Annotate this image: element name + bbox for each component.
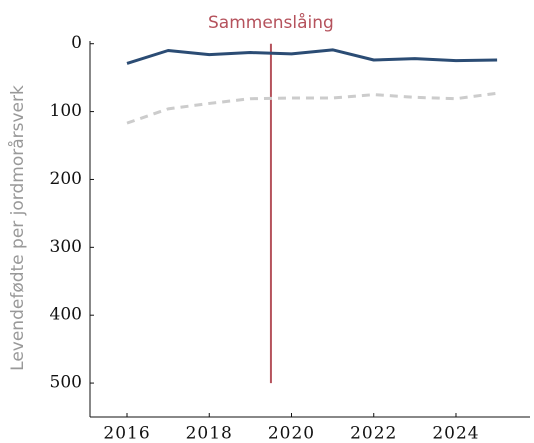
- series-line: [126, 91, 498, 125]
- x-tick-label: 2018: [186, 424, 233, 443]
- y-tick-label: 0: [71, 33, 82, 53]
- y-tick-label: 500: [50, 373, 82, 393]
- y-tick-label: 400: [50, 305, 82, 325]
- x-tick-label: 2016: [103, 424, 150, 443]
- series-line: [126, 48, 498, 65]
- x-tick-label: 2022: [350, 424, 397, 443]
- y-tick-label: 300: [50, 237, 82, 257]
- y-tick-label: 200: [50, 169, 82, 189]
- annotation-text: Sammenslåing: [208, 12, 334, 33]
- y-axis-label: Levendefødte per jordmorårsverk: [7, 85, 28, 371]
- x-tick-label: 2024: [432, 424, 479, 443]
- x-tick-label: 2020: [268, 424, 315, 443]
- y-tick-label: 100: [50, 101, 82, 121]
